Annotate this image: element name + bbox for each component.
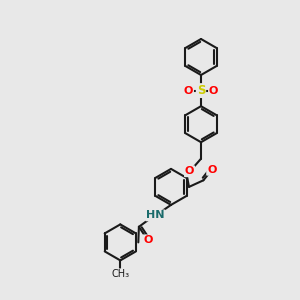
Text: O: O (143, 235, 153, 245)
Text: CH₃: CH₃ (111, 269, 129, 279)
Text: O: O (185, 166, 194, 176)
Text: O: O (184, 85, 193, 96)
Text: HN: HN (146, 210, 165, 220)
Text: O: O (209, 85, 218, 96)
Text: S: S (197, 84, 205, 97)
Text: O: O (207, 165, 217, 175)
